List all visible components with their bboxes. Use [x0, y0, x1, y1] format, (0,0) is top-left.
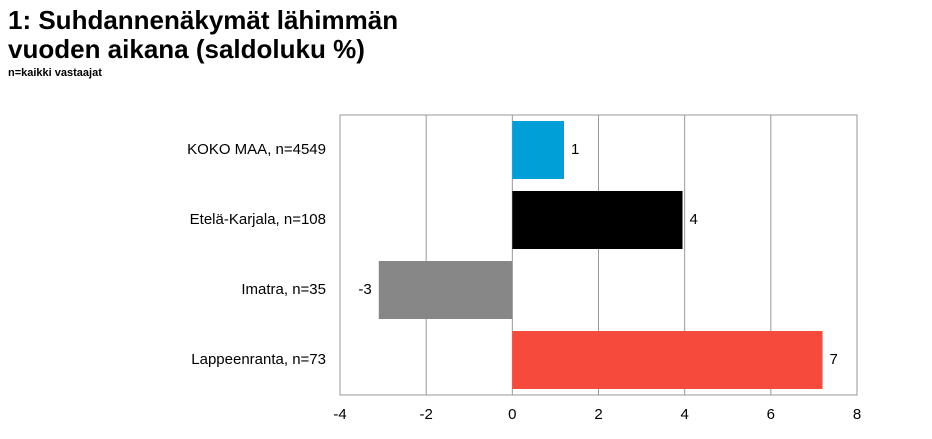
- x-tick-label: -2: [419, 406, 432, 423]
- x-tick-label: 6: [767, 406, 775, 423]
- data-label: 7: [830, 351, 838, 368]
- x-tick-label: 4: [680, 406, 688, 423]
- chart-title: 1: Suhdannenäkymät lähimmän vuoden aikan…: [8, 5, 399, 64]
- x-tick-label: 2: [594, 406, 602, 423]
- data-label: -3: [358, 281, 371, 298]
- data-label: 1: [571, 141, 579, 158]
- bar: [512, 331, 823, 389]
- x-tick-label: -4: [333, 406, 346, 423]
- bar: [512, 121, 565, 179]
- x-tick-label: 8: [853, 406, 861, 423]
- bar: [512, 191, 683, 249]
- y-tick-label: Etelä-Karjala, n=108: [190, 211, 326, 228]
- data-label: 4: [690, 211, 698, 228]
- chart-subtitle: n=kaikki vastaajat: [8, 67, 102, 79]
- y-tick-label: Imatra, n=35: [241, 281, 326, 298]
- y-tick-label: KOKO MAA, n=4549: [187, 141, 326, 158]
- bar: [378, 261, 513, 319]
- y-tick-label: Lappeenranta, n=73: [191, 351, 326, 368]
- x-tick-label: 0: [508, 406, 516, 423]
